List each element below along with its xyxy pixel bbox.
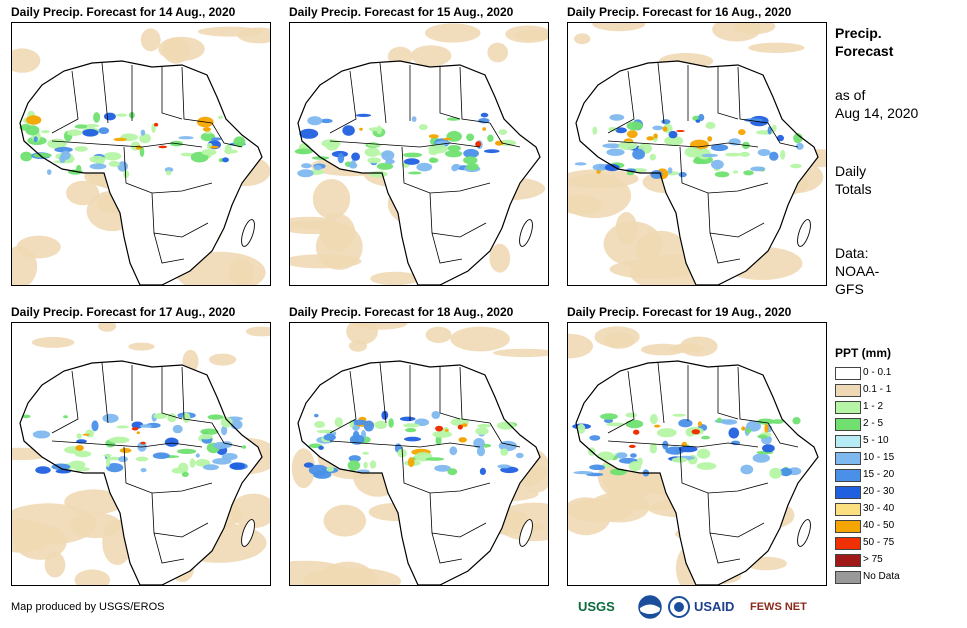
legend-label: 15 - 20 [863,469,895,480]
precip-map [567,322,827,586]
legend-label: No Data [863,571,900,582]
legend-label: 40 - 50 [863,520,895,531]
forecast-panel-aug17: Daily Precip. Forecast for 17 Aug., 2020 [11,304,271,586]
sidebar-title-line2: Forecast [835,43,894,59]
legend-item: 2 - 5 [835,418,955,431]
data-source-line1: Data: [835,245,869,261]
legend-swatch [835,503,861,516]
sidebar-data-source: Data: NOAA- GFS [835,244,879,298]
totals-line2: Totals [835,181,872,197]
legend-swatch [835,554,861,567]
legend-label: 20 - 30 [863,486,895,497]
legend-label: 30 - 40 [863,503,895,514]
legend-swatch [835,452,861,465]
legend-swatch [835,367,861,380]
legend-item: 50 - 75 [835,537,955,550]
noaa-emblem-icon [638,595,662,619]
precip-map [289,322,549,586]
precip-map [11,322,271,586]
data-source-line2: NOAA- [835,263,880,279]
panel-title: Daily Precip. Forecast for 14 Aug., 2020 [11,5,236,19]
usaid-logo: USAID [694,594,750,620]
legend-swatch [835,469,861,482]
legend-item: > 75 [835,554,955,567]
data-source-line3: GFS [835,281,864,297]
legend-label: 5 - 10 [863,435,889,446]
africa-map [568,23,826,285]
forecast-panel-aug18: Daily Precip. Forecast for 18 Aug., 2020 [289,304,549,586]
totals-line1: Daily [835,163,867,179]
usaid-logo-text: USAID [694,599,735,614]
legend-label: 0 - 0.1 [863,367,892,378]
precip-map [11,22,271,286]
seal-icon [668,596,690,618]
legend-item: 20 - 30 [835,486,955,499]
legend-swatch [835,418,861,431]
panel-title: Daily Precip. Forecast for 16 Aug., 2020 [567,5,792,19]
asof-label: as of [835,87,866,103]
legend-label: > 75 [863,554,883,565]
legend-item: 5 - 10 [835,435,955,448]
legend-label: 50 - 75 [863,537,895,548]
legend-swatch [835,571,861,584]
legend-item: No Data [835,571,955,584]
legend-title: PPT (mm) [835,346,892,360]
forecast-panel-aug16: Daily Precip. Forecast for 16 Aug., 2020 [567,4,827,286]
panel-title: Daily Precip. Forecast for 19 Aug., 2020 [567,305,792,319]
usgs-logo: USGS [578,594,634,620]
panel-title: Daily Precip. Forecast for 17 Aug., 2020 [11,305,236,319]
legend-item: 0 - 0.1 [835,367,955,380]
usgs-logo-text: USGS [578,599,615,614]
africa-map [568,323,826,585]
asof-date: Aug 14, 2020 [835,105,919,121]
forecast-panel-aug19: Daily Precip. Forecast for 19 Aug., 2020 [567,304,827,586]
legend-item: 1 - 2 [835,401,955,414]
panel-title: Daily Precip. Forecast for 18 Aug., 2020 [289,305,514,319]
legend-swatch [835,384,861,397]
legend-swatch [835,486,861,499]
precip-map [289,22,549,286]
forecast-panel-aug15: Daily Precip. Forecast for 15 Aug., 2020 [289,4,549,286]
legend-label: 1 - 2 [863,401,884,412]
sidebar-totals: Daily Totals [835,162,872,198]
legend-item: 15 - 20 [835,469,955,482]
legend-swatch [835,435,861,448]
legend-swatch [835,537,861,550]
legend-label: 2 - 5 [863,418,884,429]
africa-map [290,323,548,585]
forecast-panel-aug14: Daily Precip. Forecast for 14 Aug., 2020 [11,4,271,286]
legend-item: 10 - 15 [835,452,955,465]
map-credit: Map produced by USGS/EROS [11,601,165,613]
fewsnet-logo: FEWS NET [750,594,830,620]
legend-label: 10 - 15 [863,452,895,463]
legend-item: 40 - 50 [835,520,955,533]
doi-logo [668,594,692,620]
africa-map [290,23,548,285]
legend-item: 0.1 - 1 [835,384,955,397]
sidebar-asof: as of Aug 14, 2020 [835,86,918,122]
legend-label: 0.1 - 1 [863,384,892,395]
legend-item: 30 - 40 [835,503,955,516]
africa-map [12,323,270,585]
sidebar-title: Precip. Forecast [835,24,893,60]
panel-title: Daily Precip. Forecast for 15 Aug., 2020 [289,5,514,19]
legend-swatch [835,520,861,533]
legend-swatch [835,401,861,414]
africa-map [12,23,270,285]
sidebar-title-line1: Precip. [835,25,882,41]
fewsnet-logo-text: FEWS NET [750,601,807,613]
precip-map [567,22,827,286]
noaa-logo [638,594,664,620]
